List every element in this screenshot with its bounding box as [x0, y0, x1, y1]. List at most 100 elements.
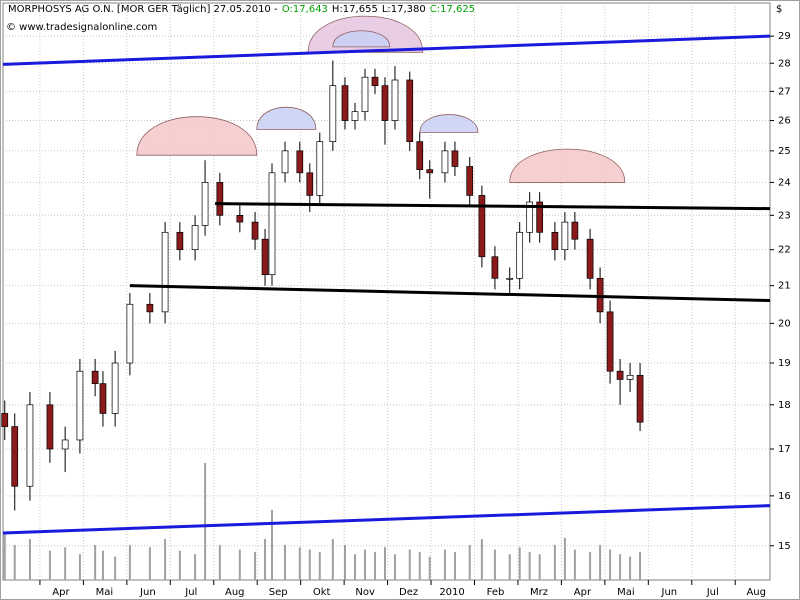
volume-bar: [178, 550, 181, 580]
volume-bar: [13, 544, 16, 580]
y-tick-label: 17: [778, 444, 791, 455]
volume-bar: [619, 554, 622, 580]
x-tick-label: Apr: [574, 587, 592, 598]
candle-body: [406, 79, 414, 142]
y-tick-label: 23: [778, 210, 791, 221]
volume-bar: [428, 556, 431, 580]
volume-bar: [318, 551, 321, 580]
volume-bar: [164, 539, 167, 580]
volume-bar: [204, 463, 207, 580]
volume-bar: [418, 551, 421, 580]
candle-body: [426, 169, 434, 174]
candle-body: [11, 426, 19, 487]
volume-bar: [629, 556, 632, 580]
volume-bar: [353, 554, 356, 580]
candle-body: [161, 231, 169, 313]
candle-body: [146, 303, 154, 313]
volume-bar: [308, 549, 311, 580]
candle-body: [268, 172, 276, 276]
volume-bar: [639, 551, 642, 580]
pattern-arc: [509, 148, 626, 183]
candle-body: [191, 225, 199, 251]
candle-body: [451, 150, 459, 167]
volume-bar: [3, 533, 6, 580]
candle-body: [26, 404, 34, 487]
x-tick-label: Jun: [661, 587, 678, 598]
candle-body: [201, 182, 209, 226]
volume-bar: [553, 544, 556, 580]
source: © www.tradesignalonline.com: [6, 22, 157, 33]
candle-body: [111, 362, 119, 414]
volume-bar: [599, 544, 602, 580]
x-tick-label: Mai: [96, 587, 114, 598]
candle-body: [76, 370, 84, 441]
trend-line: [2, 34, 771, 66]
x-tick-label: Aug: [746, 587, 766, 598]
quote-value: H:17,655: [332, 4, 378, 15]
candle-body: [351, 111, 359, 121]
candle-body: [126, 303, 134, 364]
x-tick-label: Feb: [487, 587, 505, 598]
x-tick-label: Mrz: [530, 587, 548, 598]
pattern-arc: [419, 114, 479, 133]
volume-bar: [270, 509, 273, 580]
pattern-arc: [256, 106, 317, 130]
candle-body: [551, 231, 559, 251]
volume-bar: [94, 544, 97, 580]
trend-line: [129, 284, 771, 303]
volume-bar: [128, 544, 131, 580]
volume-bar: [48, 550, 51, 580]
volume-bar: [468, 544, 471, 580]
y-tick-label: 16: [778, 491, 791, 502]
y-tick-label: 29: [778, 31, 791, 42]
y-tick-label: 22: [778, 245, 791, 256]
quote-value: C:17,625: [430, 4, 475, 15]
candle-body: [306, 172, 314, 196]
volume-bar: [284, 544, 287, 580]
candle-body: [466, 166, 474, 196]
candle-body: [516, 231, 524, 279]
x-tick-label: Jul: [184, 587, 197, 598]
volume-bar: [238, 549, 241, 580]
candle-body: [561, 221, 569, 251]
x-tick-label: Mai: [617, 587, 635, 598]
x-tick-label: Jun: [139, 587, 156, 598]
volume-bar: [518, 547, 521, 580]
volume-bar: [453, 551, 456, 580]
trend-line: [2, 504, 771, 535]
y-tick-label: 24: [778, 177, 791, 188]
volume-bar: [373, 551, 376, 580]
volume-bar: [194, 554, 197, 580]
volume-bar: [363, 549, 366, 580]
volume-bar: [218, 544, 221, 580]
candle-body: [636, 374, 644, 423]
candle-body: [236, 214, 244, 223]
quote-value: L:17,380: [382, 4, 426, 15]
candle-body: [571, 221, 579, 240]
volume-bar: [298, 547, 301, 580]
volume-bar: [609, 549, 612, 580]
candle-body: [176, 231, 184, 251]
volume-bar: [493, 549, 496, 580]
y-tick-label: 27: [778, 86, 791, 97]
volume-bar: [343, 544, 346, 580]
y-tick-label: 15: [778, 541, 791, 552]
y-tick-label: 21: [778, 281, 791, 292]
candle-body: [281, 150, 289, 174]
candle-body: [536, 201, 544, 233]
y-tick-label: 18: [778, 400, 791, 411]
x-tick-label: Sep: [269, 587, 288, 598]
candle-body: [216, 182, 224, 216]
volume-bar: [78, 554, 81, 580]
candle-body: [341, 85, 349, 121]
candle-body: [61, 439, 69, 450]
candle-body: [46, 404, 54, 450]
volume-bar: [28, 539, 31, 580]
volume-bar: [480, 539, 483, 580]
title-text: MORPHOSYS AG O.N. [MOR GER Täglich] 27.0…: [8, 4, 278, 15]
volume-bar: [538, 554, 541, 580]
volume-bar: [114, 556, 117, 580]
candle-body: [391, 79, 399, 121]
